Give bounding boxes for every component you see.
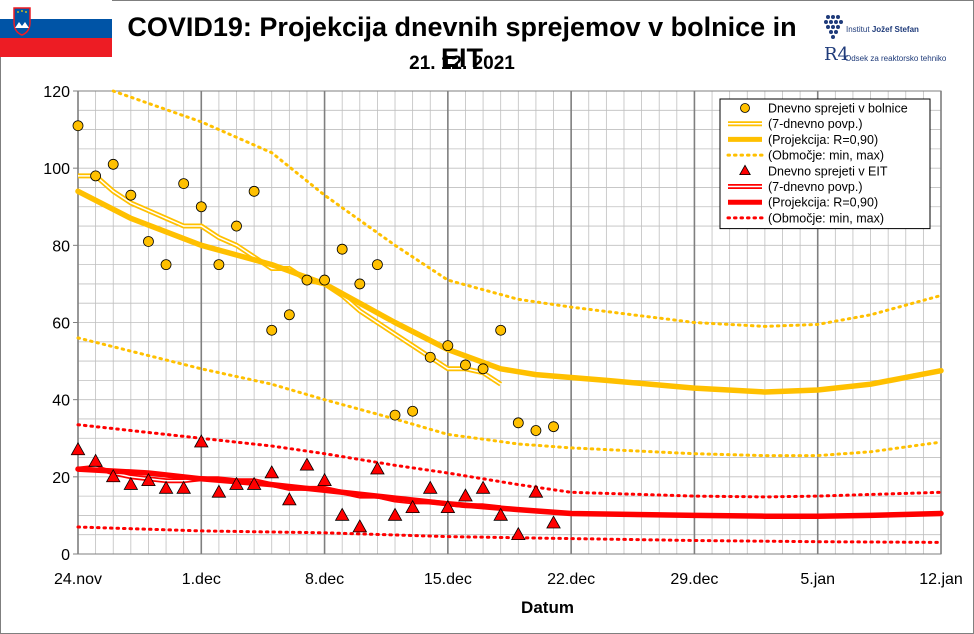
icu-admission-point [105,469,121,483]
hospital-admission-point [460,359,471,371]
series-9-range-line [76,525,943,544]
x-tick-label: 24.nov [54,571,102,588]
legend-label: Dnevno sprejeti v bolnice [768,102,908,116]
icu-admission-point [334,507,350,521]
slovenia-flag [0,0,112,57]
legend-label: (Območje: min, max) [768,149,884,163]
hospital-admission-point [195,201,207,213]
series-4-range-line [76,336,943,458]
y-tick-label: 80 [52,238,70,255]
hospital-admission-point [530,425,542,436]
icu-admission-point [422,480,438,494]
hospital-admission-point [107,158,119,170]
series-2-projection-line [75,188,944,395]
hospital-admission-point [160,259,172,271]
icu-admission-point [352,519,368,533]
hospital-admission-point [372,259,383,271]
icu-admission-point [317,472,332,486]
hospital-admission-point [231,220,242,232]
hospital-admission-point [548,421,559,433]
ijs-logo-name: Jožef Stefan [871,25,919,34]
legend-box [719,98,931,230]
hospital-admission-point [72,120,84,132]
icu-admission-point [405,499,420,513]
series-3-range-line [111,89,943,328]
hospital-admission-point [407,405,419,417]
icu-admission-point [282,492,297,506]
hospital-admission-point [319,274,330,286]
y-tick-label: 100 [43,161,70,178]
y-tick-label: 0 [61,547,70,564]
legend-label: (7-dnevno povp.) [768,180,863,194]
icu-admission-point [246,476,262,490]
icu-admission-point [88,453,103,467]
hospital-admission-point [477,363,489,375]
hospital-admission-point [213,259,225,271]
legend-label: (Projekcija: R=0,90) [768,196,878,210]
hospital-admission-point [143,236,154,247]
x-tick-label: 22.dec [547,571,595,588]
y-tick-label: 60 [52,316,70,333]
x-tick-label: 29.dec [670,571,718,588]
ijs-logo-icon [824,15,843,39]
hospital-admission-point [495,324,507,336]
icu-admission-point [193,434,209,448]
icu-admission-point [370,461,385,475]
hospital-admission-point [266,324,278,336]
icu-admission-point [440,499,456,513]
legend-symbol-points-triangle [739,164,751,176]
x-axis-label: Datum [521,598,574,617]
hospital-admission-point [283,309,295,321]
y-tick-label: 20 [52,470,70,487]
icu-admission-point [158,480,174,494]
x-tick-label: 5.jan [800,571,835,588]
series-7-projection-line [75,466,944,519]
chart-title: COVID19: Projekcija dnevnih sprejemov v … [127,12,797,73]
icu-admission-point [510,526,526,541]
hospital-admission-point [248,185,260,197]
x-tick-label: 15.dec [424,571,472,588]
hospital-admission-point [125,189,137,201]
hospital-admission-point [389,409,401,421]
hospital-admission-point [512,417,524,429]
x-tick-label: 12.jan [919,571,963,588]
icu-admission-point [229,476,244,490]
hospital-admission-point [424,351,436,363]
icu-admission-point [264,465,280,479]
icu-admission-point [123,476,139,490]
icu-admission-point [299,457,315,471]
legend-symbol-points-circle [740,103,750,113]
r4-logo-text: Odsek za reaktorsko tehniko [845,54,947,63]
legend-label: Dnevno sprejeti v EIT [768,164,888,178]
x-tick-label: 8.dec [305,571,344,588]
y-tick-label: 40 [52,393,70,410]
icu-admission-point [70,442,86,456]
hospital-admission-point [178,178,190,190]
icu-admission-point [475,480,491,494]
r4-logo-mark: R4 [824,44,850,65]
ijs-logo-prefix: Institut [846,25,870,34]
hospital-admission-point [354,278,366,290]
series-8-range-line [76,423,943,499]
hospital-admission-point [442,340,454,352]
icu-admission-point [546,515,561,529]
x-tick-label: 1.dec [182,571,221,588]
icu-admission-point [141,472,156,486]
icu-admission-point [458,488,473,502]
legend-label: (7-dnevno povp.) [768,117,863,131]
icu-admission-point [528,484,544,498]
hospital-admission-point [90,170,102,182]
legend-label: (Projekcija: R=0,90) [768,133,878,147]
icu-admission-point [387,507,403,521]
y-tick-label: 120 [43,84,70,101]
icu-admission-point [176,480,192,494]
legend-label: (Območje: min, max) [768,211,884,225]
chart-date: 21. 12. 2021 [409,53,515,74]
hospital-admission-point [336,243,348,255]
icu-admission-point [493,507,509,521]
icu-admission-point [211,484,227,498]
ijs-logo-text: Institut Jožef Stefan [846,25,919,34]
hospital-admission-point [301,274,313,286]
